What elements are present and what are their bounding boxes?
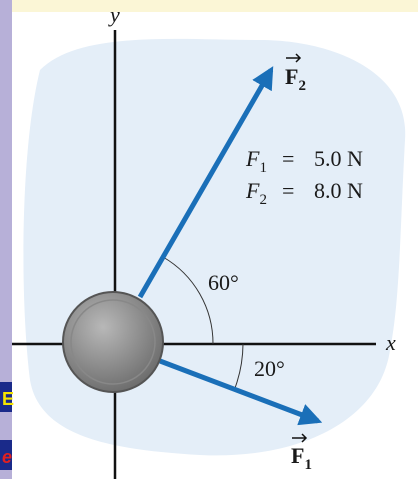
axis-label: y xyxy=(108,2,120,27)
axis-label: x xyxy=(385,330,396,355)
ball xyxy=(63,292,163,392)
given-value: 5.0 N xyxy=(314,146,363,171)
force-subscript: 2 xyxy=(298,78,306,94)
top-strip xyxy=(0,0,418,12)
fragment-text: e xyxy=(2,447,12,467)
given-symbol: F xyxy=(245,178,260,203)
fragment-text: E xyxy=(2,389,14,409)
angle-label: 20° xyxy=(254,356,285,381)
force-subscript: 1 xyxy=(304,457,312,473)
diagram: E e y x F2 F1 F1=5.0 N F2=8.0 N 60° 20° xyxy=(0,0,418,479)
force-symbol: F xyxy=(285,64,298,89)
given-symbol: F xyxy=(245,146,260,171)
force-symbol: F xyxy=(291,443,304,468)
given-equals: = xyxy=(282,146,294,171)
given-value: 8.0 N xyxy=(314,178,363,203)
given-subscript: 2 xyxy=(259,192,267,208)
given-equals: = xyxy=(282,178,294,203)
backdrop-blob xyxy=(23,39,405,456)
angle-label: 60° xyxy=(208,270,239,295)
given-subscript: 1 xyxy=(259,160,267,176)
